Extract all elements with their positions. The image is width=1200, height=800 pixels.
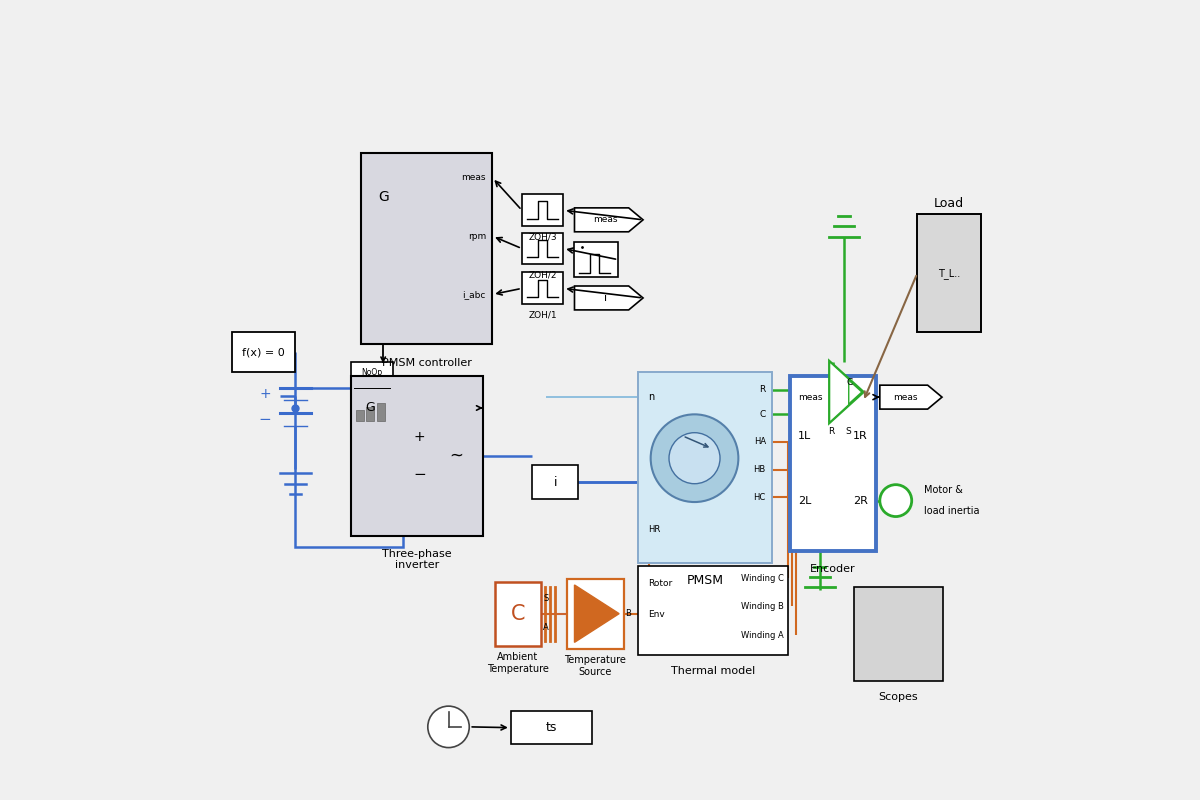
FancyBboxPatch shape [522,273,563,304]
FancyBboxPatch shape [377,403,385,421]
Text: Rotor: Rotor [648,579,672,588]
Text: C: C [511,604,526,624]
Text: meas: meas [593,215,618,224]
Text: Load: Load [934,197,965,210]
Text: i: i [553,476,557,489]
Polygon shape [880,385,942,409]
Text: ts: ts [546,721,557,734]
Text: 2L: 2L [798,496,811,506]
FancyBboxPatch shape [352,362,392,424]
FancyBboxPatch shape [494,582,541,646]
Text: meas: meas [893,393,918,402]
Text: i: i [604,293,607,303]
Text: Scopes: Scopes [878,691,918,702]
Text: C: C [846,378,853,387]
Text: S: S [544,594,548,602]
Text: +: + [259,386,271,401]
FancyBboxPatch shape [917,214,982,332]
Text: A: A [544,623,548,632]
Text: PMSM: PMSM [686,574,724,587]
Text: R: R [760,385,766,394]
Text: meas: meas [798,393,822,402]
FancyBboxPatch shape [232,332,295,372]
FancyBboxPatch shape [522,194,563,226]
FancyBboxPatch shape [853,586,943,681]
Text: −: − [413,467,426,482]
Text: i_abc: i_abc [463,290,486,299]
Text: ZOH/1: ZOH/1 [528,310,557,319]
Text: HC: HC [754,493,766,502]
Text: R: R [828,427,834,436]
Text: Ambient
Temperature: Ambient Temperature [487,652,548,674]
Text: ~: ~ [450,447,463,465]
Text: 2R: 2R [853,496,868,506]
FancyBboxPatch shape [790,376,876,551]
Text: HB: HB [754,465,766,474]
Circle shape [670,433,720,484]
Polygon shape [829,362,848,422]
FancyBboxPatch shape [511,711,592,744]
FancyBboxPatch shape [522,233,563,265]
FancyBboxPatch shape [356,410,364,421]
FancyBboxPatch shape [352,376,482,535]
FancyBboxPatch shape [361,153,492,344]
Text: ZOH/2: ZOH/2 [528,270,557,279]
Text: T_L..: T_L.. [938,268,960,278]
Text: Motor &: Motor & [924,486,962,495]
Text: PMSM controller: PMSM controller [382,358,472,368]
Text: Env: Env [648,610,665,619]
Polygon shape [829,362,863,422]
Text: −: − [259,413,271,427]
Text: Encoder: Encoder [810,564,856,574]
FancyBboxPatch shape [638,566,788,655]
FancyBboxPatch shape [638,372,773,563]
Text: rpm: rpm [468,231,486,241]
Text: 1R: 1R [853,430,868,441]
Text: n: n [648,392,654,402]
FancyBboxPatch shape [366,406,374,421]
Circle shape [880,485,912,517]
Circle shape [427,706,469,747]
Polygon shape [575,585,619,642]
Text: HA: HA [754,438,766,446]
Polygon shape [575,286,643,310]
Polygon shape [575,208,643,232]
Text: S: S [845,427,851,436]
Text: HR: HR [648,526,660,534]
FancyBboxPatch shape [533,466,578,499]
Text: Thermal model: Thermal model [671,666,755,676]
Text: Winding B: Winding B [742,602,784,610]
Text: +: + [414,430,426,444]
Text: G: G [378,190,389,204]
FancyBboxPatch shape [575,242,618,278]
Text: C: C [760,410,766,418]
Text: G: G [366,402,376,414]
Text: Temperature
Source: Temperature Source [564,655,626,677]
Text: 1L: 1L [798,430,811,441]
Text: B: B [625,609,631,618]
Text: Winding C: Winding C [742,574,784,583]
Text: meas: meas [462,174,486,182]
Text: load inertia: load inertia [924,506,979,516]
Text: Three-phase
inverter: Three-phase inverter [383,549,452,570]
Text: NoOp: NoOp [361,369,383,378]
Text: ZOH/3: ZOH/3 [528,232,557,241]
Text: Winding A: Winding A [742,631,784,640]
FancyBboxPatch shape [566,578,624,649]
Text: f(x) = 0: f(x) = 0 [242,347,284,357]
Circle shape [650,414,738,502]
